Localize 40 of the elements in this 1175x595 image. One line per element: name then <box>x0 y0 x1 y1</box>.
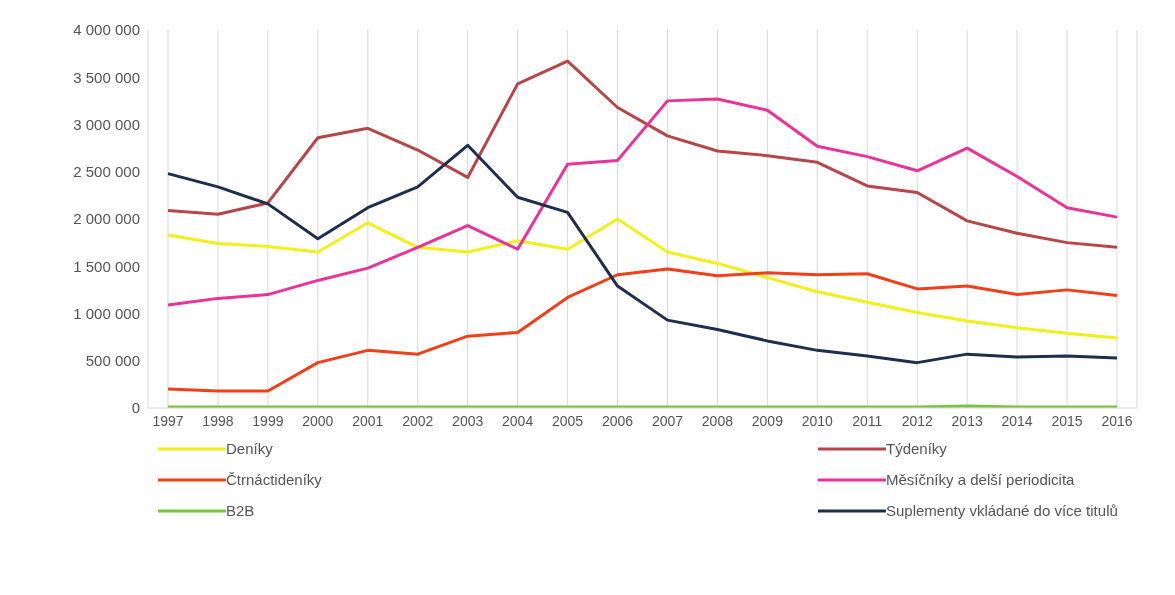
x-tick-label: 2014 <box>1001 412 1033 429</box>
legend-label: Čtrnáctideníky <box>226 471 322 488</box>
legend-label: B2B <box>226 502 255 519</box>
legend-label: Měsíčníky a delší periodicita <box>886 471 1075 488</box>
y-tick-label: 0 <box>131 399 140 417</box>
line-series <box>166 267 1119 393</box>
x-tick-label: 2004 <box>502 412 534 429</box>
x-tick-label: 2008 <box>701 412 734 429</box>
x-tick-label: 2009 <box>751 412 784 429</box>
x-tick-label: 2003 <box>452 412 484 429</box>
y-tick-label: 1 000 000 <box>73 304 140 322</box>
x-tick-label: 2007 <box>651 412 684 429</box>
legend-label: Suplementy vkládané do více titulů <box>886 502 1118 519</box>
legend-label: Týdeníky <box>886 440 947 457</box>
y-tick-label: 3 000 000 <box>73 115 140 133</box>
x-tick-label: 2000 <box>302 412 334 429</box>
x-tick-label: 2013 <box>951 412 983 429</box>
x-tick-label: 1998 <box>202 412 234 429</box>
x-tick-label: 2005 <box>552 412 584 429</box>
y-tick-label: 500 000 <box>85 352 140 370</box>
y-tick-label: 4 000 000 <box>73 21 140 39</box>
legend-label: Deníky <box>226 440 273 457</box>
line-series <box>166 59 1119 249</box>
y-tick-label: 2 000 000 <box>73 210 140 228</box>
x-tick-label: 2012 <box>901 412 933 429</box>
x-tick-label: 2001 <box>352 412 384 429</box>
line-series <box>166 143 1119 365</box>
x-tick-label: 2011 <box>852 412 883 429</box>
x-tick-label: 1999 <box>252 412 284 429</box>
x-tick-label: 2006 <box>601 412 634 429</box>
y-tick-label: 1 500 000 <box>73 257 140 275</box>
x-tick-label: 1997 <box>152 412 184 429</box>
y-tick-label: 2 500 000 <box>73 163 140 181</box>
x-tick-label: 2015 <box>1051 412 1083 429</box>
line-series <box>166 217 1119 340</box>
line-series <box>166 97 1119 307</box>
x-tick-label: 2016 <box>1101 412 1133 429</box>
x-tick-label: 2010 <box>801 412 834 429</box>
y-tick-label: 3 500 000 <box>73 68 140 86</box>
x-tick-label: 2002 <box>402 412 434 429</box>
